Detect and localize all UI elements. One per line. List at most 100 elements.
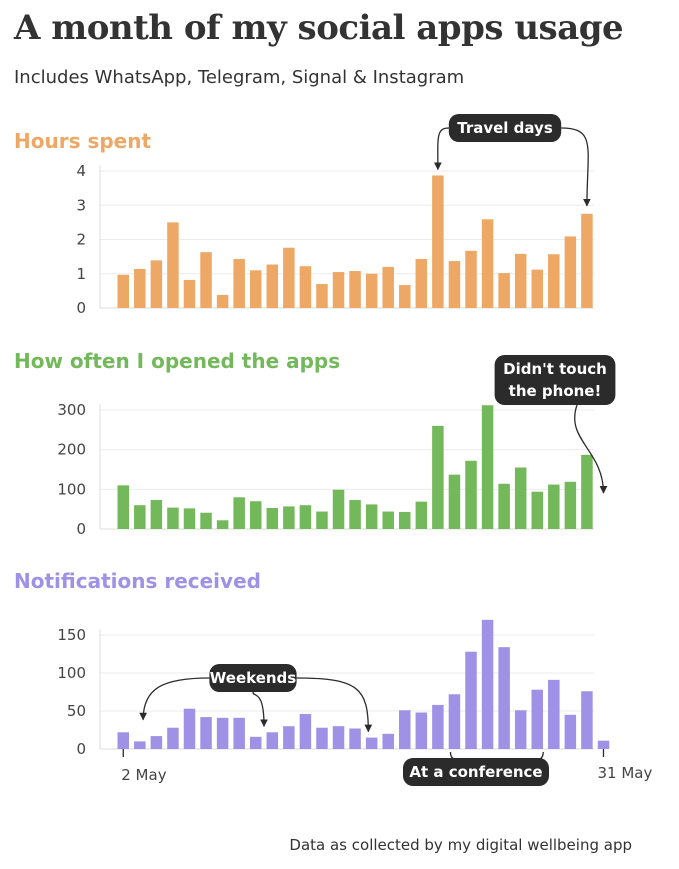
bar [283, 247, 295, 308]
travel-days-label: Travel days [457, 119, 553, 137]
bar [548, 679, 560, 749]
y-tick-label: 0 [76, 740, 86, 758]
bar [349, 271, 361, 308]
bar [150, 736, 163, 749]
bar [415, 712, 428, 749]
bar [498, 647, 510, 749]
bar [564, 236, 577, 308]
weekends-arrow [252, 691, 268, 728]
bar [183, 708, 196, 749]
y-tick-label: 300 [57, 401, 86, 419]
bar [283, 726, 295, 749]
no-phone-box [494, 355, 616, 405]
bar [531, 491, 543, 529]
bar [448, 261, 461, 308]
y-tick-label: 100 [57, 664, 86, 682]
bar [316, 511, 328, 529]
bar [432, 175, 444, 308]
chart-title: A month of my social apps usage [14, 8, 624, 48]
bar [167, 222, 179, 308]
bar [332, 489, 345, 529]
y-tick-label: 150 [57, 626, 86, 644]
no-phone-label: the phone! [509, 382, 602, 400]
bar [299, 505, 312, 529]
bar [481, 405, 494, 529]
bar [365, 737, 378, 749]
panel-2: Notifications received 0 50 100 150 2 May 31 M… [14, 569, 652, 786]
bar [498, 483, 510, 529]
bar [465, 460, 477, 529]
bar [183, 508, 196, 529]
bar [266, 507, 279, 529]
bar [216, 717, 229, 749]
bar [564, 481, 577, 529]
x-tick-label: 2 May [121, 766, 166, 784]
bar [481, 619, 494, 749]
bar [299, 266, 312, 308]
bar [134, 741, 146, 749]
bar [233, 717, 245, 749]
bar [249, 736, 262, 749]
bar [564, 714, 577, 749]
bar [349, 728, 361, 749]
conference-box [403, 758, 549, 786]
bar [597, 740, 610, 749]
bar [581, 213, 593, 308]
bar [332, 272, 345, 308]
bar [382, 511, 394, 529]
bar [415, 501, 428, 529]
bar [117, 485, 129, 529]
y-tick-label: 3 [76, 196, 86, 214]
bar [581, 691, 593, 749]
bar [216, 294, 229, 308]
no-phone-arrow [574, 404, 608, 494]
bar [283, 506, 295, 529]
bar [514, 710, 527, 749]
bar [150, 500, 163, 529]
bar [465, 250, 477, 308]
travel-days-arrow [433, 127, 449, 171]
y-tick-label: 0 [76, 520, 86, 538]
bar [498, 273, 510, 308]
bar [514, 253, 527, 308]
bar [531, 689, 543, 749]
bar [316, 727, 328, 749]
bar [432, 425, 444, 529]
bar [382, 266, 394, 308]
bar [134, 268, 146, 308]
panel-1: How often I opened the apps 0 100 200 300 Did… [14, 349, 616, 538]
bar [332, 726, 345, 749]
bar [548, 254, 560, 308]
bar [150, 260, 163, 308]
bar [216, 520, 229, 529]
bar [183, 279, 196, 308]
bar [249, 270, 262, 308]
bar [415, 259, 428, 308]
weekends-label: Weekends [210, 669, 297, 687]
y-tick-label: 1 [76, 265, 86, 283]
bar [117, 274, 129, 308]
y-tick-label: 200 [57, 441, 86, 459]
y-tick-label: 100 [57, 480, 86, 498]
bar [167, 507, 179, 529]
bar [548, 484, 560, 529]
bar [266, 264, 279, 308]
travel-days-box [448, 114, 562, 142]
data-source-caption: Data as collected by my digital wellbein… [289, 836, 632, 854]
panel-title: Notifications received [14, 569, 261, 593]
bar [399, 285, 411, 308]
y-tick-label: 4 [76, 162, 86, 180]
bar [465, 651, 477, 749]
bar [448, 694, 461, 749]
panel-0: Hours spent 0 1 2 3 4 Travel days [14, 114, 594, 317]
bar [581, 454, 593, 529]
bar [382, 733, 394, 749]
chart-subtitle: Includes WhatsApp, Telegram, Signal & In… [14, 67, 465, 88]
panel-title: How often I opened the apps [14, 349, 340, 373]
no-phone-label: Didn't touch [503, 360, 607, 378]
bar [299, 714, 312, 749]
bar [448, 474, 461, 529]
bar [233, 497, 245, 529]
bar [117, 732, 129, 749]
